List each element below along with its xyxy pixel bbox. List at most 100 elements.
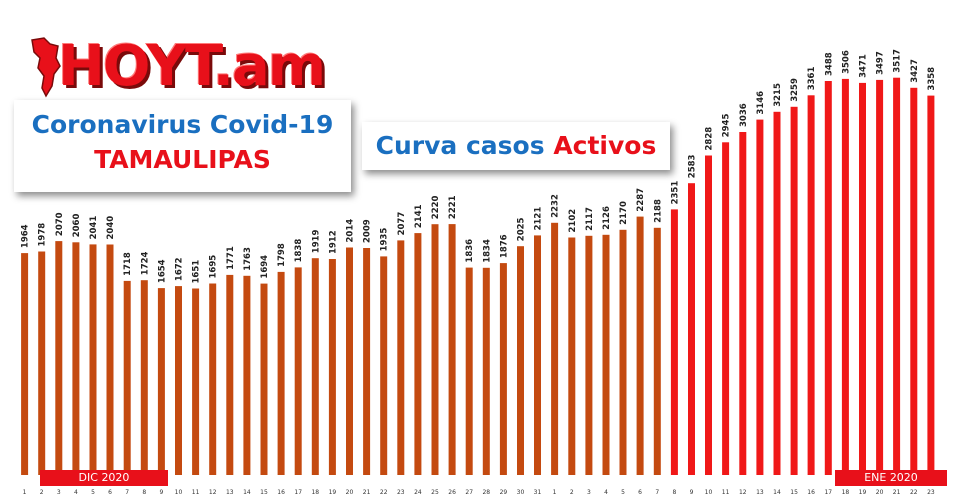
data-label-33: 2102 (568, 209, 578, 233)
bar-4 (72, 242, 80, 475)
data-label-46: 3259 (790, 78, 800, 102)
logo-text: HOYT.am (58, 34, 326, 99)
bar-20 (346, 247, 353, 475)
x-tick-label-38: 7 (655, 489, 659, 496)
data-label-44: 3146 (756, 91, 766, 115)
x-tick-label-30: 30 (517, 489, 525, 496)
bar-15 (260, 283, 268, 475)
subtitle-highlight: Activos (553, 131, 657, 160)
x-tick-label-33: 2 (570, 489, 574, 496)
bar-47 (807, 95, 815, 476)
x-tick-label-20: 20 (346, 489, 354, 496)
bar-48 (824, 81, 832, 475)
x-tick-label-11: 11 (192, 489, 200, 496)
region-title: TAMAULIPAS (94, 145, 271, 174)
data-label-49: 3506 (841, 50, 851, 74)
bar-10 (175, 286, 182, 475)
x-tick-label-37: 6 (638, 489, 642, 496)
bar-22 (380, 256, 388, 475)
title-box: Coronavirus Covid-19 TAMAULIPAS (14, 100, 351, 192)
x-tick-label-41: 10 (705, 489, 713, 496)
x-tick-label-1: 1 (23, 489, 27, 496)
bar-31 (534, 235, 541, 475)
bar-13 (226, 274, 234, 475)
x-tick-label-4: 4 (74, 489, 78, 496)
data-label-16: 1798 (277, 243, 287, 267)
x-tick-label-42: 11 (722, 489, 730, 496)
data-label-23: 2077 (397, 212, 407, 236)
x-tick-label-17: 17 (294, 489, 302, 496)
x-tick-label-13: 13 (226, 489, 234, 496)
bar-42 (722, 142, 730, 476)
tamaulipas-map-icon (31, 37, 61, 98)
bar-3 (55, 241, 63, 475)
bar-11 (192, 288, 200, 475)
bar-39 (670, 209, 678, 475)
bar-29 (499, 263, 507, 475)
x-tick-label-39: 8 (672, 489, 676, 496)
x-tick-label-43: 12 (739, 489, 747, 496)
bar-17 (294, 267, 302, 475)
month-label-dic: DIC 2020 (40, 470, 168, 486)
bar-1 (21, 253, 29, 475)
x-tick-label-5: 5 (91, 489, 95, 496)
x-tick-label-50: 19 (859, 489, 867, 496)
data-label-34: 2117 (585, 207, 595, 231)
data-label-18: 1919 (311, 229, 321, 253)
x-tick-label-15: 15 (260, 489, 268, 496)
x-tick-label-51: 20 (876, 489, 884, 496)
data-label-11: 1651 (192, 260, 202, 284)
bar-27 (465, 267, 473, 475)
bar-33 (568, 237, 576, 475)
x-tick-label-53: 22 (910, 489, 918, 496)
data-label-43: 3036 (739, 103, 749, 127)
data-label-6: 2040 (106, 216, 116, 240)
bar-28 (482, 267, 490, 475)
bar-12 (209, 283, 217, 475)
x-tick-label-35: 4 (604, 489, 608, 496)
data-label-27: 1836 (465, 239, 475, 263)
x-tick-label-48: 17 (824, 489, 832, 496)
bar-51 (876, 79, 884, 476)
data-label-48: 3488 (824, 52, 834, 76)
bar-44 (756, 119, 764, 475)
x-tick-label-10: 10 (175, 489, 183, 496)
x-tick-label-34: 3 (587, 489, 591, 496)
data-label-4: 2060 (72, 214, 82, 238)
x-tick-label-2: 2 (40, 489, 44, 496)
bar-21 (363, 248, 371, 475)
x-tick-label-49: 18 (842, 489, 850, 496)
data-label-24: 2141 (414, 204, 424, 228)
x-tick-label-14: 14 (243, 489, 251, 496)
data-label-39: 2351 (670, 181, 680, 205)
data-label-5: 2041 (89, 216, 99, 240)
data-label-54: 3358 (927, 67, 937, 91)
bar-49 (841, 78, 849, 476)
x-tick-label-6: 6 (108, 489, 112, 496)
bar-46 (790, 106, 798, 476)
subtitle-prefix: Curva casos (375, 131, 554, 160)
x-tick-label-19: 19 (329, 489, 337, 496)
data-label-21: 2009 (363, 219, 373, 243)
data-label-19: 1912 (328, 230, 338, 254)
x-tick-label-12: 12 (209, 489, 217, 496)
x-tick-label-44: 13 (756, 489, 764, 496)
x-tick-label-45: 14 (773, 489, 781, 496)
data-label-13: 1771 (226, 246, 236, 270)
data-label-35: 2126 (602, 206, 612, 230)
bar-53 (910, 87, 918, 476)
data-label-12: 1695 (209, 255, 219, 279)
data-label-32: 2232 (551, 194, 561, 218)
bar-16 (277, 271, 285, 475)
data-label-25: 2220 (431, 195, 441, 219)
hoyt-logo: HOYT.am (28, 34, 326, 99)
bar-14 (243, 275, 251, 475)
data-label-8: 1724 (140, 251, 150, 275)
x-tick-label-25: 25 (431, 489, 439, 496)
data-label-14: 1763 (243, 247, 253, 271)
data-label-38: 2188 (653, 199, 663, 223)
bar-26 (448, 224, 456, 475)
data-label-52: 3517 (893, 49, 903, 73)
bar-19 (328, 259, 336, 475)
data-label-37: 2287 (636, 188, 646, 212)
